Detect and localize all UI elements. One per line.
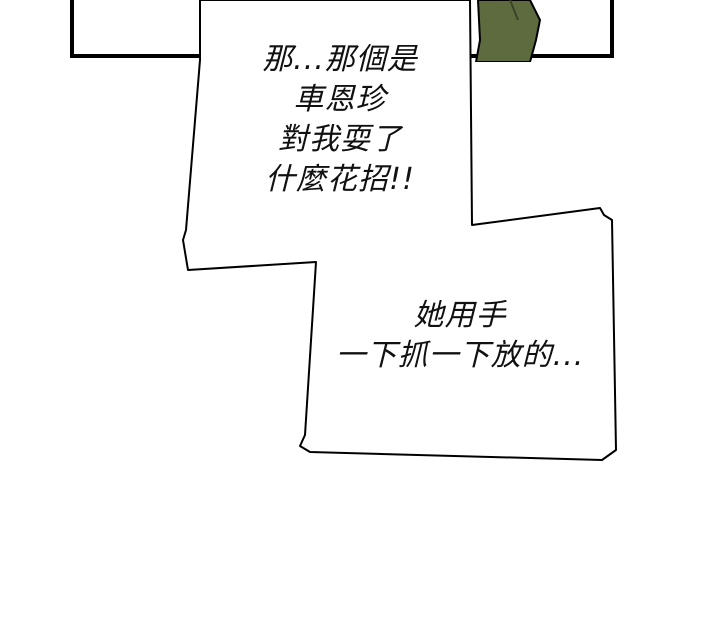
dialogue-line: 那...那個是: [262, 42, 418, 77]
character-silhouette: [474, 0, 542, 62]
speech-bubble-1: 那...那個是 車恩珍 對我耍了 什麼花招!!: [230, 40, 450, 200]
dialogue-line: 她用手: [413, 298, 507, 333]
dialogue-line: 對我耍了: [278, 122, 402, 157]
dialogue-line: 車恩珍: [293, 82, 387, 117]
dialogue-line: 什麼花招!!: [264, 162, 416, 197]
dialogue-line: 一下抓一下放的...: [335, 338, 585, 373]
speech-bubble-2: 她用手 一下抓一下放的...: [310, 296, 610, 376]
